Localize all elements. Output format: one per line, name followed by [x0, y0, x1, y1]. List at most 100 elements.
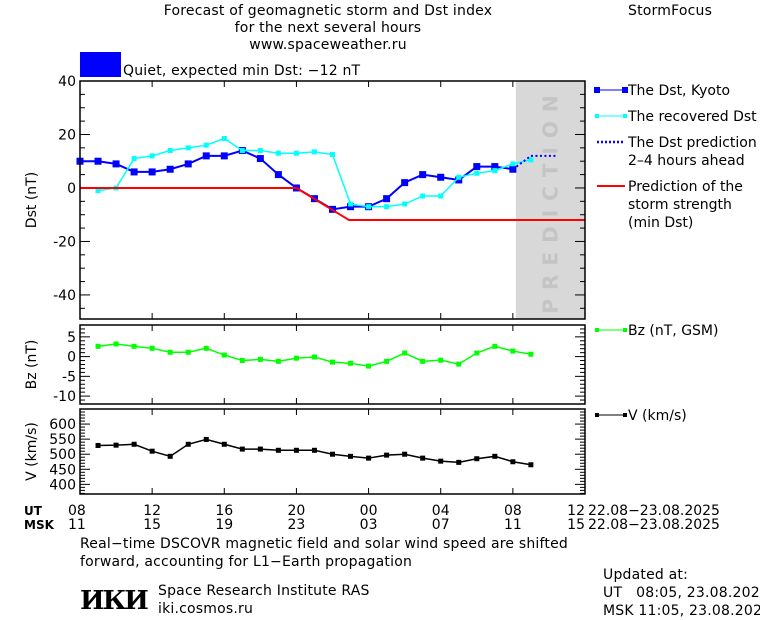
legend-label: The recovered Dst	[627, 109, 757, 125]
data-point-bz-nt-gsm	[221, 352, 227, 358]
brand-name: StormFocus	[628, 3, 713, 19]
data-point-bz-nt-gsm	[420, 358, 426, 364]
footer-note-line-2: forward, accounting for L1−Earth propaga…	[80, 554, 413, 570]
data-point-bz-nt-gsm	[330, 359, 335, 365]
data-point-v-km-s	[510, 459, 516, 465]
legend-marker	[595, 114, 599, 118]
data-point-v-km-s	[131, 441, 137, 447]
data-point-the-recovered-dst	[275, 150, 281, 156]
status-color-box	[80, 52, 121, 77]
legend-label: V (km/s)	[628, 408, 687, 424]
legend-marker	[595, 328, 599, 332]
msk-date-range: 22.08−23.08.2025	[588, 517, 720, 533]
iki-logo: ИКИ	[80, 586, 149, 616]
legend-marker	[622, 87, 628, 93]
data-point-v-km-s	[275, 447, 281, 453]
data-point-v-km-s	[113, 442, 119, 448]
data-point-the-dst-kyoto	[473, 163, 481, 171]
data-point-v-km-s	[366, 455, 372, 461]
y-tick-label: -10	[53, 389, 76, 405]
msk-tick-label: 15	[143, 517, 161, 533]
legend-item: Bz (nT, GSM)	[595, 323, 718, 339]
msk-label: MSK	[24, 518, 55, 532]
data-point-the-recovered-dst	[348, 201, 354, 207]
prediction-label: PREDICTION	[538, 86, 562, 313]
y-tick-label: -5	[62, 369, 76, 385]
data-point-v-km-s	[348, 453, 354, 459]
data-point-the-dst-kyoto	[202, 152, 210, 160]
data-point-the-recovered-dst	[239, 148, 245, 154]
updated-ut: UT 08:05, 23.08.2025	[603, 585, 760, 601]
data-point-bz-nt-gsm	[456, 361, 462, 367]
legend-item: The recovered Dst	[595, 109, 757, 125]
y-tick-label: -40	[53, 288, 76, 304]
data-point-the-recovered-dst	[402, 201, 408, 207]
updated-msk: MSK 11:05, 23.08.2025	[603, 603, 760, 619]
ut-tick-label: 20	[288, 503, 306, 519]
data-point-v-km-s	[528, 462, 534, 468]
msk-tick-label: 11	[68, 517, 86, 533]
data-point-v-km-s	[311, 447, 317, 453]
ut-tick-label: 08	[68, 503, 86, 519]
y-tick-label: 450	[49, 462, 76, 478]
data-point-bz-nt-gsm	[384, 358, 390, 364]
data-point-bz-nt-gsm	[492, 343, 498, 349]
data-point-the-recovered-dst	[311, 149, 317, 155]
data-point-v-km-s	[330, 451, 335, 457]
data-point-bz-nt-gsm	[348, 360, 354, 366]
legend-item: The Dst, Kyoto	[594, 83, 730, 99]
data-point-v-km-s	[203, 436, 209, 442]
y-tick-label: 40	[58, 74, 76, 90]
chart-title-line-2: for the next several hours	[234, 20, 422, 36]
msk-tick-label: 15	[567, 517, 585, 533]
y-tick-label: 0	[67, 350, 76, 366]
data-point-bz-nt-gsm	[510, 348, 516, 354]
data-point-the-recovered-dst	[257, 148, 263, 154]
legend-item: V (km/s)	[595, 408, 687, 424]
legend-label: 2–4 hours ahead	[628, 153, 745, 169]
data-point-the-recovered-dst	[438, 193, 444, 199]
legend-label: The Dst prediction	[627, 135, 757, 151]
data-point-bz-nt-gsm	[167, 349, 173, 355]
y-tick-label: -20	[53, 234, 76, 250]
panel-frame	[79, 408, 586, 495]
data-point-bz-nt-gsm	[239, 358, 245, 364]
ut-tick-label: 00	[360, 503, 378, 519]
data-point-the-dst-kyoto	[130, 168, 138, 176]
y-tick-label: 400	[49, 477, 76, 493]
institute-site[interactable]: iki.cosmos.ru	[158, 601, 254, 617]
ut-tick-label: 04	[432, 503, 450, 519]
ut-tick-label: 12	[143, 503, 161, 519]
data-point-bz-nt-gsm	[311, 354, 317, 360]
ut-date-range: 22.08−23.08.2025	[588, 503, 720, 519]
y-axis-label: Dst (nT)	[24, 172, 40, 228]
data-point-the-dst-kyoto	[347, 203, 355, 211]
data-point-v-km-s	[492, 453, 498, 459]
legend-marker	[623, 413, 627, 417]
series-line-prediction-of-the-storm-strength-min-dst	[80, 186, 585, 222]
chart-title-line-1: Forecast of geomagnetic storm and Dst in…	[163, 3, 493, 19]
ut-tick-label: 08	[504, 503, 522, 519]
data-point-the-dst-kyoto	[220, 152, 228, 160]
y-tick-label: 20	[58, 127, 76, 143]
legend-marker	[623, 114, 627, 118]
legend-item: The Dst prediction 2–4 hours ahead	[597, 135, 757, 169]
legend-label: storm strength	[628, 197, 732, 213]
legend-label: Bz (nT, GSM)	[628, 323, 718, 339]
data-point-the-recovered-dst	[492, 168, 498, 174]
data-point-bz-nt-gsm	[149, 345, 155, 351]
data-point-bz-nt-gsm	[528, 351, 534, 357]
data-point-bz-nt-gsm	[131, 343, 137, 349]
data-point-v-km-s	[293, 447, 299, 453]
legend-label: (min Dst)	[628, 215, 693, 231]
data-point-the-recovered-dst	[185, 145, 191, 151]
prediction-shade	[515, 81, 585, 319]
legend-marker	[595, 413, 599, 417]
data-point-bz-nt-gsm	[275, 358, 281, 364]
data-point-the-recovered-dst	[420, 193, 426, 199]
y-tick-label: 0	[67, 181, 76, 197]
data-point-the-recovered-dst	[474, 170, 480, 176]
data-point-bz-nt-gsm	[95, 343, 101, 349]
